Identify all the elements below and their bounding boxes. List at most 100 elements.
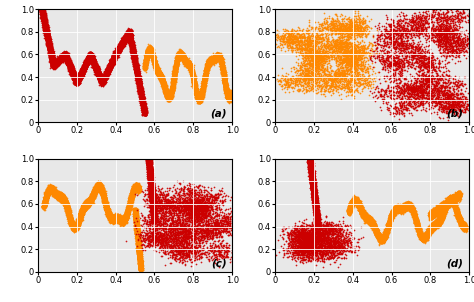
Point [155, 74, 163, 79]
Point [211, 58, 219, 63]
Point [316, 221, 323, 226]
Point [146, 162, 154, 167]
Point [148, 185, 155, 189]
Point [155, 71, 163, 76]
Point [49, 186, 57, 191]
Point [385, 220, 393, 225]
Point [308, 169, 315, 173]
Point [98, 80, 106, 85]
Point [162, 201, 169, 206]
Point [440, 88, 448, 93]
Point [135, 237, 142, 242]
Point [207, 57, 215, 62]
Point [148, 191, 155, 196]
Point [309, 177, 316, 182]
Point [451, 197, 458, 202]
Point [41, 192, 49, 197]
Point [185, 64, 193, 69]
Point [458, 191, 465, 195]
Point [53, 60, 61, 65]
Point [306, 159, 314, 163]
Point [427, 225, 435, 230]
Point [218, 62, 226, 66]
Point [132, 216, 139, 221]
Point [51, 191, 59, 196]
Point [108, 214, 115, 219]
Point [377, 239, 385, 244]
Point [223, 248, 230, 253]
Point [120, 217, 128, 221]
Point [94, 184, 102, 188]
Point [145, 159, 153, 164]
Point [121, 36, 129, 41]
Point [405, 202, 412, 207]
Point [442, 202, 450, 207]
Point [312, 196, 319, 201]
Point [173, 58, 181, 63]
Point [332, 71, 340, 76]
Point [358, 211, 366, 216]
Point [306, 161, 313, 166]
Point [178, 56, 186, 61]
Point [61, 197, 69, 202]
Point [44, 31, 51, 35]
Point [435, 219, 442, 224]
Point [407, 205, 415, 210]
Point [85, 200, 93, 205]
Point [133, 216, 140, 221]
Point [154, 72, 162, 77]
Point [404, 207, 412, 212]
Point [422, 27, 430, 31]
Point [397, 206, 404, 210]
Point [189, 78, 197, 82]
Point [91, 61, 99, 66]
Point [209, 57, 216, 62]
Point [204, 59, 211, 64]
Point [363, 216, 370, 221]
Point [348, 87, 356, 92]
Point [126, 200, 134, 205]
Point [58, 55, 66, 60]
Point [43, 34, 50, 39]
Point [78, 206, 86, 211]
Point [335, 49, 343, 54]
Point [57, 195, 64, 200]
Point [104, 71, 112, 76]
Point [61, 52, 69, 57]
Point [358, 210, 366, 215]
Point [183, 61, 191, 66]
Point [437, 214, 444, 219]
Point [197, 90, 205, 95]
Point [133, 61, 140, 66]
Point [108, 213, 116, 218]
Point [118, 219, 126, 223]
Point [191, 85, 199, 90]
Point [95, 184, 102, 188]
Point [45, 193, 53, 198]
Point [91, 186, 99, 191]
Point [310, 192, 317, 197]
Point [181, 59, 188, 64]
Point [306, 160, 313, 165]
Point [369, 223, 377, 228]
Point [45, 34, 52, 39]
Point [99, 192, 107, 197]
Point [392, 209, 400, 214]
Point [228, 88, 235, 92]
Point [202, 74, 210, 79]
Point [427, 214, 434, 219]
Point [455, 210, 462, 214]
Point [188, 63, 195, 68]
Point [361, 213, 369, 217]
Point [46, 188, 54, 193]
Point [365, 218, 373, 223]
Point [135, 236, 142, 241]
Point [84, 62, 91, 66]
Point [383, 227, 391, 232]
Point [70, 71, 78, 76]
Point [144, 157, 151, 162]
Point [70, 220, 77, 225]
Point [313, 215, 321, 220]
Point [168, 94, 175, 98]
Point [89, 61, 97, 66]
